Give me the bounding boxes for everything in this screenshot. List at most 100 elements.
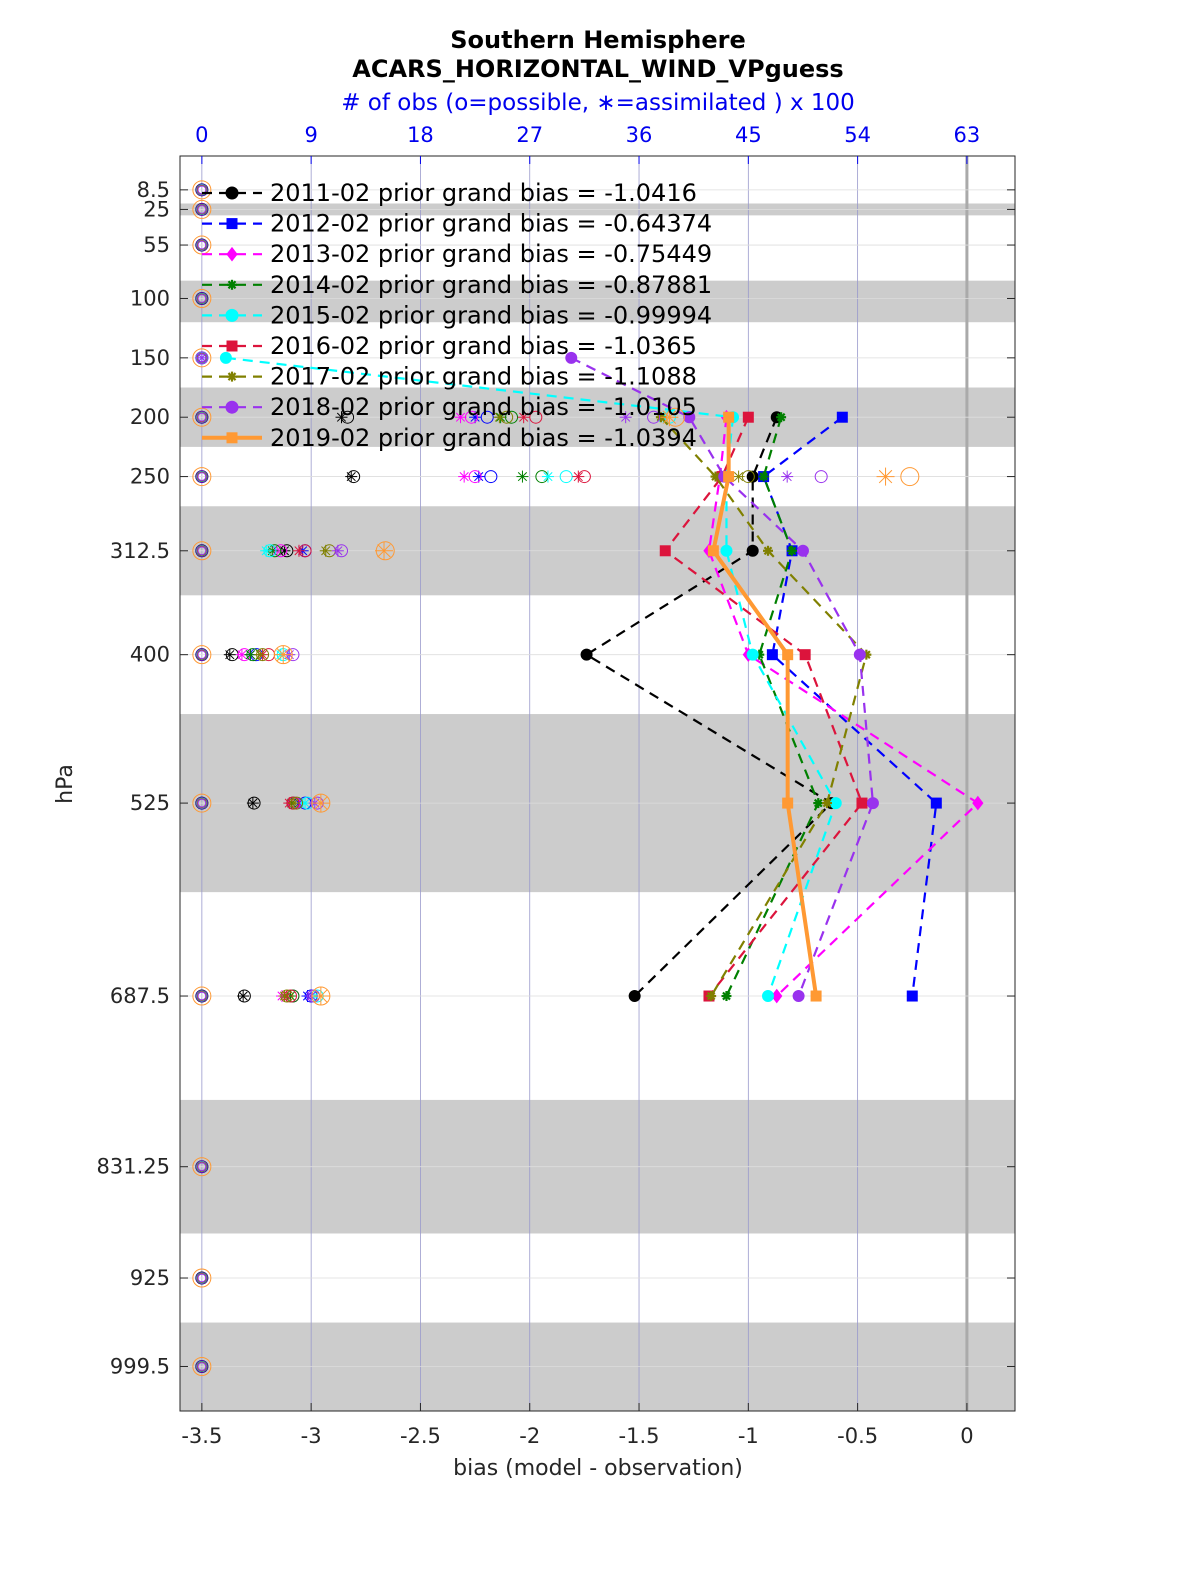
series-8-assimilated-3	[274, 645, 293, 664]
legend-marker-5	[226, 340, 238, 352]
series-0-line	[584, 416, 834, 997]
series-8-point-1	[723, 471, 735, 483]
series-6-assimilated-0-stroke-3	[494, 412, 504, 422]
series-8-point-2	[707, 545, 719, 557]
series-7-zero-possible-6	[197, 472, 207, 481]
series-7-point-1	[683, 411, 696, 424]
series-5-assimilated-1	[572, 470, 585, 483]
y-tick-label-11: 831.25	[97, 1155, 170, 1179]
series-2-assimilated-1	[458, 470, 471, 483]
series-0-assimilated-0-stroke-3	[336, 412, 347, 422]
legend-entry-0: 2011-02 prior grand bias = -1.0416	[270, 179, 697, 207]
y-tick-label-10: 687.5	[110, 984, 170, 1008]
series-8-zero-possible-4	[192, 348, 212, 368]
series-0-assimilated-1	[345, 470, 358, 483]
gridlines	[180, 156, 1015, 1411]
legend-marker-6-stroke-3	[227, 372, 237, 381]
series-8-zero-possible-1	[192, 199, 212, 219]
y-tick-label-9: 525	[130, 791, 170, 815]
series-1-assimilated-0	[469, 411, 482, 424]
x-tick-label-4: -1.5	[619, 1424, 660, 1448]
y-tick-label-4: 150	[130, 346, 170, 370]
series-2-assimilated-1-stroke-3	[459, 471, 469, 482]
legend-entry-4: 2015-02 prior grand bias = -0.99994	[270, 301, 712, 329]
series-8-zero-possible-2	[192, 235, 212, 255]
top-tick-label-6: 54	[844, 123, 871, 147]
series-7-zero-possible-1	[197, 205, 207, 214]
series-3-assimilated-1	[516, 470, 529, 483]
series-3-point-1	[758, 471, 769, 482]
series-0-point-3	[580, 648, 593, 661]
series-8-assimilated-0	[660, 408, 679, 427]
series-1-point-3	[766, 649, 778, 661]
series-7-assimilated-0-stroke-3	[197, 353, 207, 363]
series-4-line	[225, 356, 837, 997]
series-7-zero-possible-7	[197, 546, 207, 556]
series-1-possible-0	[480, 410, 494, 424]
series-7-assimilated-6-stroke-3	[306, 991, 316, 1001]
series-6-point-4-stroke-3	[822, 798, 832, 808]
legend-marker-1	[226, 218, 238, 230]
x-axis-label: bias (model - observation)	[453, 1456, 743, 1481]
series-8-zero-possible-10	[192, 986, 212, 1006]
series-1-line	[762, 416, 938, 997]
series-0-assimilated-4-stroke-3	[248, 798, 258, 808]
series-8-possible-1	[900, 467, 920, 487]
series-1-assimilated-1-stroke-3	[474, 471, 484, 482]
series-5-assimilated-2	[293, 544, 306, 557]
y-tick-label-13: 999.5	[110, 1354, 170, 1378]
series-6-assimilated-4-stroke-3	[289, 798, 299, 808]
series-5-possible-0	[529, 410, 543, 424]
legend-marker-3	[227, 279, 237, 290]
legend: 2011-02 prior grand bias = -1.0416 2012-0…	[202, 179, 712, 452]
x-tick-label-5: -1	[738, 1424, 759, 1448]
series-8	[192, 180, 920, 1376]
x-tick-label-3: -2	[519, 1424, 540, 1448]
legend-entry-1: 2012-02 prior grand bias = -0.64374	[270, 210, 712, 238]
series-6-assimilated-0	[493, 411, 506, 424]
series-7-zero-possible-5	[197, 412, 207, 422]
series-4-assimilated-3-stroke-3	[261, 546, 271, 556]
series-8-assimilated-5-stroke-3	[314, 989, 328, 1003]
legend-entry-2: 2013-02 prior grand bias = -0.75449	[270, 240, 712, 268]
series-7-assimilated-3	[331, 544, 344, 557]
series-7-point-3	[796, 544, 809, 557]
series-0-assimilated-5	[237, 990, 250, 1003]
top-tick-label-1: 9	[304, 123, 317, 147]
series-7-zero-possible-0	[197, 185, 207, 195]
series-1-point-5	[906, 990, 918, 1002]
series-4-possible-2	[559, 470, 573, 484]
series-7-assimilated-0	[195, 351, 208, 364]
y-tick-label-8: 400	[130, 643, 170, 667]
series-3-point-0	[776, 412, 787, 423]
y-tick-label-1: 25	[143, 197, 170, 221]
y-tick-label-5: 200	[130, 405, 170, 429]
top-axis-label: # of obs (o=possible, ∗=assimilated ) x …	[341, 90, 855, 116]
series-3-assimilated-1-stroke-3	[517, 471, 528, 482]
series-7-zero-possible-2	[197, 240, 207, 250]
series-8-zero-possible-3	[192, 288, 212, 308]
legend-marker-7	[225, 400, 239, 414]
series-6-line	[660, 416, 868, 997]
shaded-band-1	[180, 280, 1015, 323]
series-0-point-5	[628, 990, 641, 1003]
series-7-possible-1	[647, 410, 661, 424]
series-6-point-5	[706, 991, 717, 1002]
series-7-point-6	[792, 990, 805, 1003]
series-4-assimilated-2-stroke-3	[543, 471, 553, 482]
series-3-point-0-stroke-3	[776, 412, 786, 422]
series-8-zero-possible-7	[192, 541, 212, 561]
series-8-assimilated-5	[311, 987, 330, 1006]
series-7-zero-possible-12	[197, 1273, 207, 1283]
series-0-assimilated-2	[278, 544, 291, 557]
y-tick-label-6: 250	[130, 465, 170, 489]
series-8-assimilated-3-stroke-3	[276, 647, 290, 662]
series-0-assimilated-2-stroke-3	[279, 546, 290, 556]
series-0-point-2	[746, 544, 759, 557]
top-tick-label-7: 63	[954, 123, 981, 147]
legend-marker-2	[226, 246, 238, 262]
series-7-assimilated-1	[619, 411, 632, 424]
series-8-assimilated-1-stroke-3	[878, 469, 893, 484]
series-8-zero-possible-11	[192, 1157, 212, 1177]
